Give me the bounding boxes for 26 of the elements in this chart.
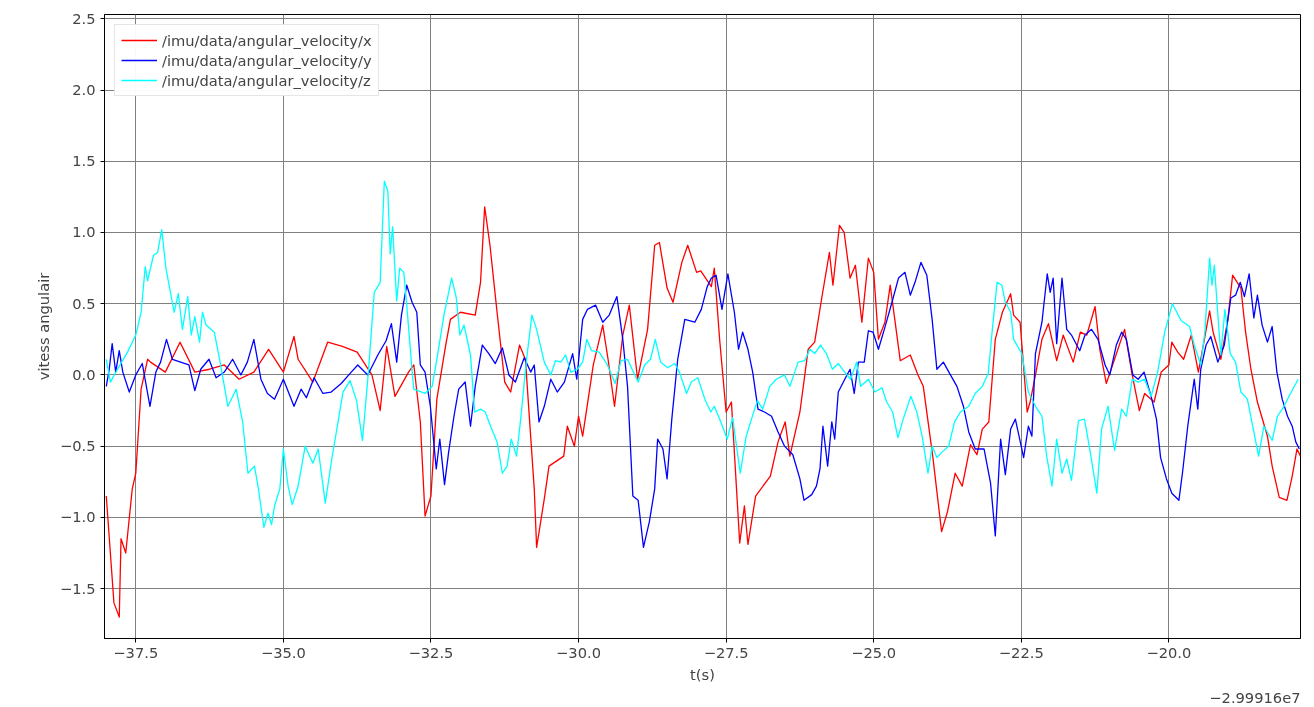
x-tick-label: −32.5 bbox=[408, 643, 454, 661]
legend-label: /imu/data/angular_velocity/y bbox=[162, 51, 372, 69]
text: −2.99916e7 bbox=[1209, 688, 1301, 706]
line-series bbox=[105, 206, 1301, 618]
line-series bbox=[105, 180, 1299, 529]
x-tick-label: −25.0 bbox=[851, 643, 897, 661]
y-tick-label: 0.0 bbox=[72, 365, 96, 383]
x-tick-label: −30.0 bbox=[556, 643, 601, 661]
y-tick-label: −1.5 bbox=[59, 579, 96, 597]
y-tick-label: 1.5 bbox=[72, 152, 96, 170]
y-tick-label: 0.5 bbox=[72, 294, 96, 312]
y-tick-label: 2.5 bbox=[72, 9, 96, 27]
y-tick-label: 2.0 bbox=[72, 81, 96, 99]
x-tick-label: −20.0 bbox=[1146, 643, 1192, 661]
y-tick-label: 1.0 bbox=[72, 223, 96, 241]
y-tick-label: −1.0 bbox=[59, 508, 96, 526]
x-tick-label: −27.5 bbox=[703, 643, 749, 661]
legend-label: /imu/data/angular_velocity/z bbox=[162, 71, 371, 89]
x-tick-label: −22.5 bbox=[998, 643, 1044, 661]
x-tick-label: −35.0 bbox=[260, 643, 306, 661]
x-tick-label: −37.5 bbox=[113, 643, 159, 661]
line-series bbox=[105, 261, 1300, 548]
y-axis-title: vitess angulair bbox=[34, 271, 52, 381]
legend-label: /imu/data/angular_velocity/x bbox=[162, 31, 372, 49]
y-tick-label: −0.5 bbox=[59, 437, 96, 455]
x-axis-title: t(s) bbox=[690, 665, 715, 683]
